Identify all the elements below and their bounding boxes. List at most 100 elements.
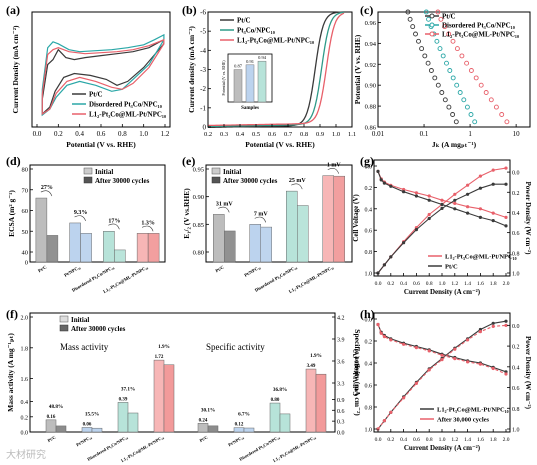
panel-d-ytick-label: 70 [22,187,29,194]
panel-c-point-s2 [442,24,448,30]
panel-b-ytick-label: -4 [200,47,206,55]
panel-c-point-s0 [422,53,428,59]
panel-e-legend-after: After 30000 cycles [223,177,278,185]
panel-c-point-s0 [439,90,445,95]
panel-g-point-0 [440,198,444,202]
panel-g-point-0 [478,174,482,178]
panel-b-inset-bar [257,60,267,103]
panel-c-ylabel: Potential (V vs. RHE) [353,34,362,104]
panel-b-ytick-label: -6 [200,9,206,17]
panel-c-point-s2 [438,16,444,22]
panel-d-bar-after [46,235,59,263]
panel-e-frame [205,164,353,263]
panel-f-mass-value-label: 1.72 [155,355,164,360]
watermark: 大材研究 [6,448,46,461]
panel-h-point-1 [427,349,431,353]
panel-f-legend-after: After 30000 cycles [71,325,126,333]
panel-d-annotation: 27% [41,185,53,191]
panel-g-point-1 [440,206,444,210]
panel-f-mass-bar-initial [81,427,93,433]
panel-g-point-1 [427,216,431,221]
panel-h-point-0 [491,321,495,325]
panel-e-bar-initial [286,190,298,263]
panel-g-point-0 [427,194,431,198]
panel-h-ytick-label: 0.6 [365,384,373,390]
panel-g-point-1 [504,224,508,228]
panel-g-xtick-label: 1.4 [464,281,471,287]
panel-c-point-s1 [447,68,453,73]
panel-h-power-0 [377,320,507,430]
panel-f-ytick-label: 0.4 [21,400,29,406]
panel-c-frame [377,11,531,128]
panel-h-ytick-label: 0.2 [365,340,373,346]
panel-c-point-s0 [442,97,448,103]
panel-g-point-1 [382,263,386,267]
panel-f-specific-activity-title: Specific activity [206,342,265,352]
panel-e-bar-initial [249,224,261,263]
panel-e-arrow [254,216,267,223]
panel-g-point-1 [504,182,508,186]
panel-f-ytick-right-label: 3.9 [337,338,345,344]
panel-f-mass-activity-title: Mass activity [60,342,109,352]
panel-h-point-1 [491,324,495,328]
panel-h-point-1 [478,330,482,334]
panel-e-category: Pt/NPC₁₀ [243,264,261,278]
panel-c-point-s1 [457,90,463,95]
panel-g-point-1 [478,186,482,190]
panel-e-bar-initial [213,214,225,263]
panel-e-annotation: 25 mV [289,178,306,184]
panel-f-specific-value-label: 0.80 [271,398,280,403]
panel-a-xtick-label: 0.8 [118,130,127,138]
panel-c-point-s0 [407,16,413,22]
panel-g-point-1 [491,219,495,223]
panel-c-point-s2 [446,31,452,37]
panel-f-mass-bar-after [163,364,175,433]
panel-d-frame [29,164,166,263]
panel-f-mass-annotation: 1.9% [158,344,170,350]
panel-c-legend-dis-marker [429,22,435,28]
panel-g-point-0 [414,191,418,195]
panel-d-bar-after [80,233,92,263]
panel-b-xtick-label: 0.4 [236,131,245,138]
panel-c-point-s1 [450,75,456,81]
panel-c-point-s2 [478,82,484,88]
panel-b-legend-l12-text: L1₂-Pt₃Co@ML-Pt/NPC₁₀ [237,37,314,45]
panel-a-series-2 [41,38,165,116]
panel-label-b: (b) [182,3,197,17]
panel-f-frame [29,312,336,433]
panel-a-series-1 [41,33,165,117]
panel-d-bar-initial [136,233,149,263]
panel-e-ytick-label: 0.90 [193,194,204,201]
panel-e-ytick-label: 0.85 [193,222,204,229]
panel-d-annotation: 1.3% [141,220,155,226]
panel-c-point-s2 [499,112,505,117]
panel-f-ytick-label: 2.0 [21,316,29,322]
panel-e-ytick-label: 0.95 [193,167,204,174]
panel-h-chart: 0.0 0.2 0.4 0.6 0.8 1.0 1.2 1.4 1.6 1.8 2.0 0.0 0.2 0… [352,312,532,452]
panel-b-xtick-label: 0.6 [268,131,277,138]
panel-b-lsv-chart: 0.2 0.3 0.4 0.5 0.6 0.7 0.8 0.9 1.0 1.1 0 -1 -2 -3 -4 -… [187,9,356,150]
panel-h-point-1 [504,323,508,327]
panel-c-point-s0 [453,119,459,125]
panel-h-point-1 [466,338,470,342]
panel-c-point-s2 [493,104,499,110]
panel-c-xtick-label: 1 [468,130,472,138]
panel-f-mass-value-label: 0.16 [47,415,56,420]
panel-b-series-1 [208,11,345,128]
panel-g-point-1 [466,211,470,215]
panel-g-point-1 [491,182,495,186]
panel-c-point-s0 [425,60,431,66]
panel-h-ytick-label: 0.8 [365,406,373,412]
panel-f-specific-bar-initial [305,368,317,433]
panel-label-e: (e) [182,154,195,168]
panel-c-xtick-label: 10 [513,130,521,138]
panel-h-point-1 [414,381,418,385]
panel-c-point-s1 [461,97,467,103]
panel-g-point-0 [504,166,508,170]
panel-h-point-1 [478,362,482,366]
panel-g-chart: 0.0 0.2 0.4 0.6 0.8 1.0 1.2 1.4 1.6 1.8 2.0 0.0 0.2 0… [352,159,532,296]
panel-c-ytick-label: 0.92 [365,62,376,69]
panel-h-point-1 [453,357,457,361]
